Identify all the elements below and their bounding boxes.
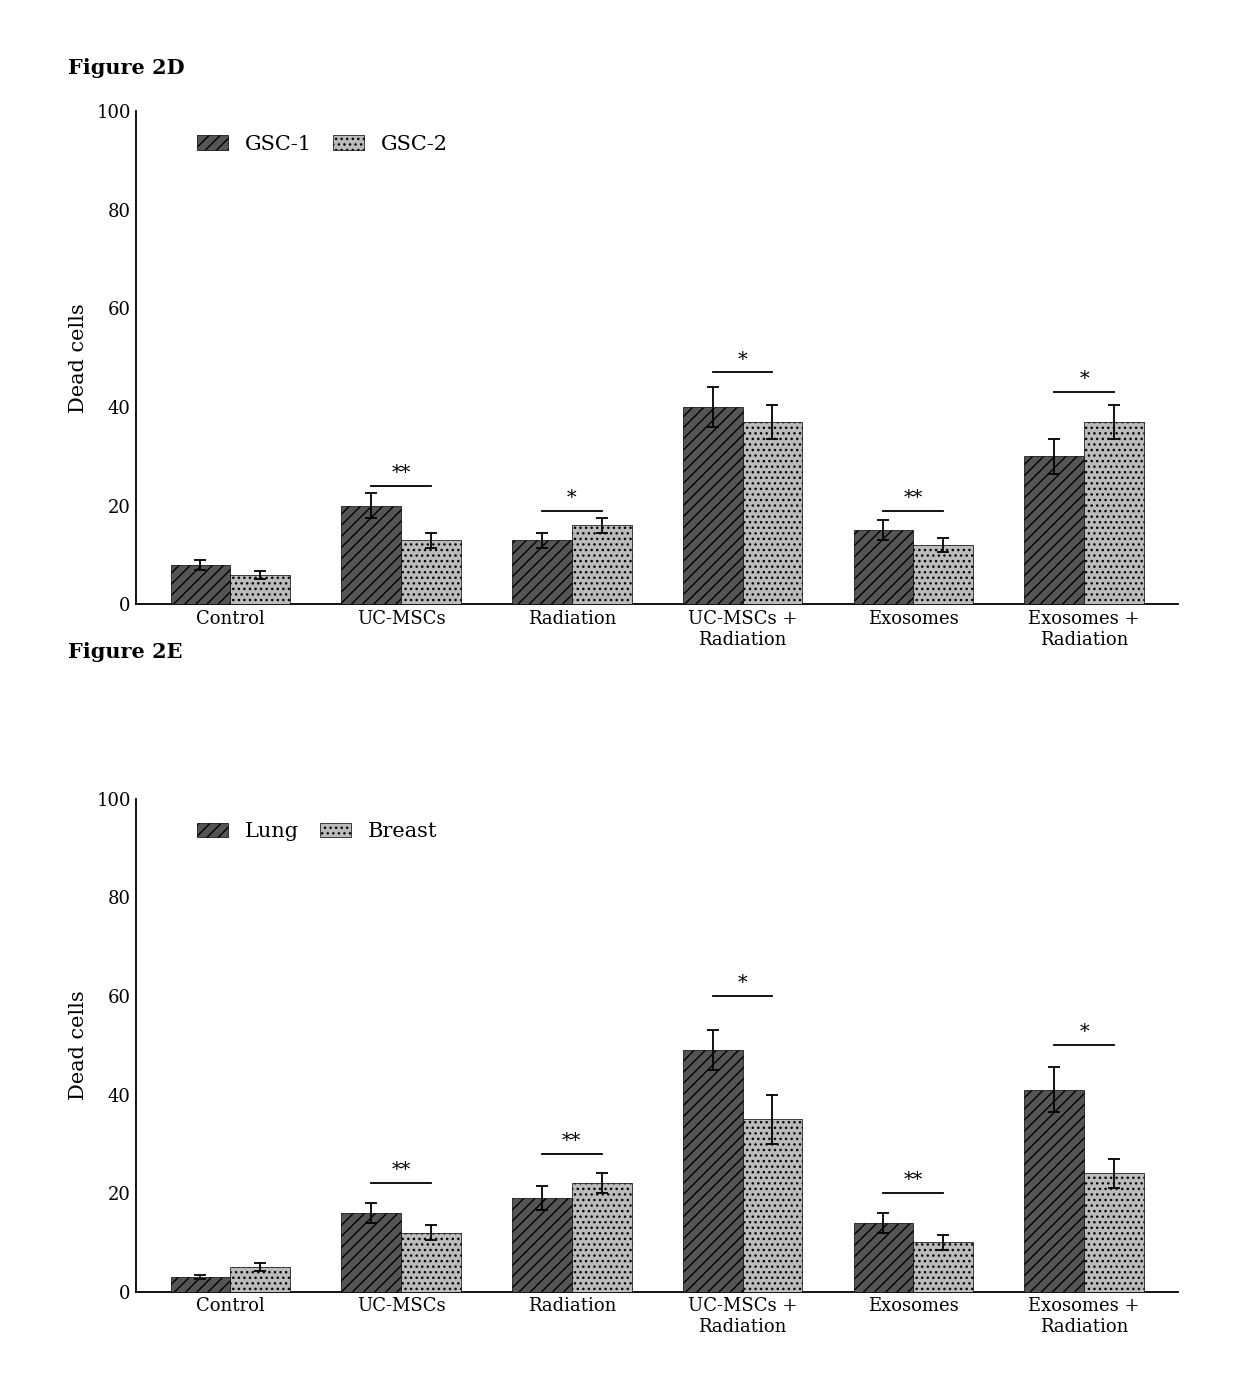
Bar (512, 540, 572, 604)
Bar (401, 540, 461, 604)
Bar (512, 1199, 572, 1292)
Y-axis label: Dead cells: Dead cells (69, 990, 88, 1100)
Text: **: ** (392, 464, 410, 482)
Text: *: * (738, 350, 748, 368)
Bar (1024, 1089, 1084, 1292)
Bar (853, 1222, 914, 1292)
Text: *: * (567, 489, 577, 507)
Bar (171, 565, 231, 604)
Bar (1084, 422, 1143, 604)
Bar (401, 1232, 461, 1292)
Text: **: ** (904, 489, 923, 507)
Legend: GSC-1, GSC-2: GSC-1, GSC-2 (188, 126, 456, 163)
Legend: Lung, Breast: Lung, Breast (188, 814, 445, 850)
Bar (914, 1242, 973, 1292)
Text: *: * (1079, 1024, 1089, 1042)
Bar (1024, 456, 1084, 604)
Text: **: ** (904, 1171, 923, 1189)
Bar (914, 544, 973, 604)
Y-axis label: Dead cells: Dead cells (69, 303, 88, 413)
Bar (231, 575, 290, 604)
Bar (1084, 1174, 1143, 1292)
Bar (572, 1183, 631, 1292)
Bar (572, 525, 631, 604)
Bar (683, 1050, 743, 1292)
Bar (341, 1213, 401, 1292)
Text: *: * (1079, 371, 1089, 389)
Bar (683, 407, 743, 604)
Text: **: ** (392, 1161, 410, 1179)
Bar (743, 1120, 802, 1292)
Bar (743, 422, 802, 604)
Bar (853, 531, 914, 604)
Text: Figure 2E: Figure 2E (68, 642, 182, 661)
Text: *: * (738, 974, 748, 992)
Text: **: ** (562, 1132, 582, 1150)
Bar (231, 1267, 290, 1292)
Bar (171, 1276, 231, 1292)
Text: Figure 2D: Figure 2D (68, 58, 185, 78)
Bar (341, 506, 401, 604)
